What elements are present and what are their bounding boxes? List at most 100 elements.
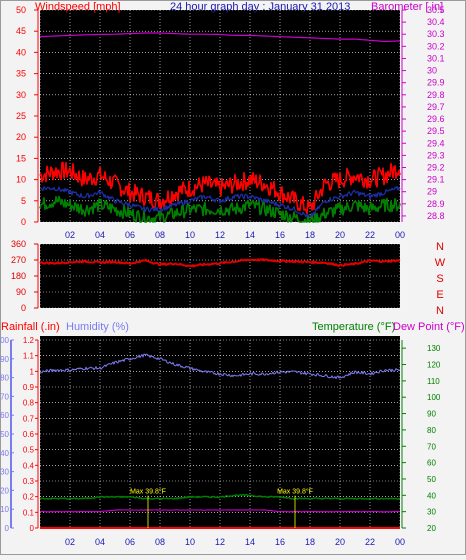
temp-tick-label-50: 50: [427, 475, 436, 484]
max-marker-label-2: Max 39.8°F: [277, 488, 313, 496]
rain-tick-label-11: 1.1: [23, 352, 35, 361]
temp-tick-label-40: 40: [427, 491, 436, 500]
dir-tick-label-0: 0: [21, 303, 26, 313]
wind-tick-label-45: 45: [16, 26, 26, 36]
graph-title: 24 hour graph day : January 31 2013: [170, 1, 350, 13]
compass-label-1: W: [435, 257, 446, 269]
wind-gust-line: [39, 161, 401, 215]
temperature-line: [39, 494, 401, 500]
hum-tick-label-80: 80: [0, 374, 9, 383]
baro-tick-label-12: 30: [427, 66, 437, 76]
dewpoint-axis-label: Dew Point (°F): [393, 321, 465, 333]
temp-tick-label-90: 90: [427, 410, 436, 419]
rain-tick-label-10: 1: [30, 367, 35, 376]
rain-tick-label-8: 0.8: [23, 399, 35, 408]
hum-tick-label-100: 100: [0, 336, 10, 345]
compass-label-4: N: [436, 305, 444, 317]
temp-tick-label-80: 80: [427, 426, 436, 435]
rain-x-tick-14: 14: [245, 537, 255, 547]
baro-tick-label-3: 29.1: [427, 175, 445, 185]
hum-tick-label-70: 70: [0, 392, 9, 401]
wind-x-tick-18: 18: [305, 230, 315, 240]
baro-tick-label-0: 28.8: [427, 211, 445, 221]
rain-x-tick-00: 00: [395, 537, 405, 547]
temp-tick-label-20: 20: [427, 524, 436, 533]
hum-tick-label-90: 90: [0, 355, 9, 364]
barometer-line: [39, 32, 401, 43]
baro-tick-label-10: 29.8: [427, 90, 445, 100]
hum-tick-label-0: 0: [5, 524, 10, 533]
wind-x-tick-06: 06: [125, 230, 135, 240]
temp-tick-label-100: 100: [427, 393, 441, 402]
wind-tick-label-25: 25: [16, 111, 26, 121]
baro-tick-label-6: 29.4: [427, 138, 445, 148]
baro-tick-label-11: 29.9: [427, 78, 445, 88]
rain-axis-label: Rainfall (.in): [1, 321, 60, 333]
wind-tick-label-35: 35: [16, 69, 26, 79]
dir-tick-label-180: 180: [11, 271, 26, 281]
baro-tick-label-14: 30.2: [427, 41, 445, 51]
rain-x-tick-22: 22: [365, 537, 375, 547]
wind-x-tick-04: 04: [95, 230, 105, 240]
hum-tick-label-20: 20: [0, 486, 9, 495]
humidity-axis-label: Humidity (%): [66, 321, 129, 333]
rain-tick-label-4: 0.4: [23, 461, 35, 470]
compass-label-3: E: [436, 289, 443, 301]
baro-tick-label-5: 29.3: [427, 150, 445, 160]
rain-tick-label-0: 0: [30, 524, 35, 533]
wind-x-tick-00: 00: [395, 230, 405, 240]
wind-tick-label-0: 0: [21, 217, 26, 227]
wind-tick-label-40: 40: [16, 47, 26, 57]
dir-tick-label-270: 270: [11, 255, 26, 265]
dewpoint-line: [39, 509, 401, 513]
rain-x-tick-12: 12: [215, 537, 225, 547]
chart-layer: 0510152025303540455028.828.92929.129.229…: [0, 5, 446, 547]
rain-x-tick-02: 02: [65, 537, 75, 547]
hum-tick-label-10: 10: [0, 505, 9, 514]
wind-avg-line: [39, 185, 401, 218]
wind-tick-label-5: 5: [21, 196, 26, 206]
rain-tick-label-12: 1.2: [23, 336, 35, 345]
max-marker-label-1: Max 39.8°F: [130, 488, 166, 496]
compass-label-2: S: [436, 273, 443, 285]
temp-tick-label-110: 110: [427, 377, 440, 386]
wind-tick-label-50: 50: [16, 5, 26, 15]
hum-tick-label-60: 60: [0, 411, 9, 420]
wind-tick-label-30: 30: [16, 90, 26, 100]
baro-tick-label-9: 29.7: [427, 102, 445, 112]
temp-tick-label-60: 60: [427, 459, 436, 468]
rain-x-tick-20: 20: [335, 537, 345, 547]
wind-x-tick-08: 08: [155, 230, 165, 240]
temp-tick-label-130: 130: [427, 344, 441, 353]
compass-label-0: N: [436, 241, 444, 253]
humidity-line: [39, 353, 401, 379]
rain-x-tick-06: 06: [125, 537, 135, 547]
temp-tick-label-30: 30: [427, 508, 436, 517]
wind-tick-label-10: 10: [16, 175, 26, 185]
wind-x-tick-22: 22: [365, 230, 375, 240]
wind-x-tick-16: 16: [275, 230, 285, 240]
baro-tick-label-1: 28.9: [427, 199, 445, 209]
barometer-axis-label: Barometer [ in]: [371, 1, 443, 13]
wind-axis-label: Windspeed [mph]: [35, 1, 121, 13]
rain-x-tick-16: 16: [275, 537, 285, 547]
rain-tick-label-3: 0.3: [23, 477, 35, 486]
rain-tick-label-5: 0.5: [23, 446, 35, 455]
temp-tick-label-70: 70: [427, 442, 436, 451]
temperature-axis-label: Temperature (°F): [312, 321, 395, 333]
wind-x-tick-10: 10: [185, 230, 195, 240]
temp-tick-label-120: 120: [427, 361, 441, 370]
baro-tick-label-4: 29.2: [427, 162, 445, 172]
baro-tick-label-16: 30.4: [427, 17, 445, 27]
hum-tick-label-40: 40: [0, 449, 9, 458]
rain-tick-label-9: 0.9: [23, 383, 35, 392]
baro-tick-label-7: 29.5: [427, 126, 445, 136]
baro-tick-label-17: 30.5: [427, 5, 445, 15]
baro-tick-label-8: 29.6: [427, 114, 445, 124]
rain-x-tick-18: 18: [305, 537, 315, 547]
rain-x-tick-10: 10: [185, 537, 195, 547]
wind-tick-label-20: 20: [16, 132, 26, 142]
rain-tick-label-7: 0.7: [23, 414, 35, 423]
